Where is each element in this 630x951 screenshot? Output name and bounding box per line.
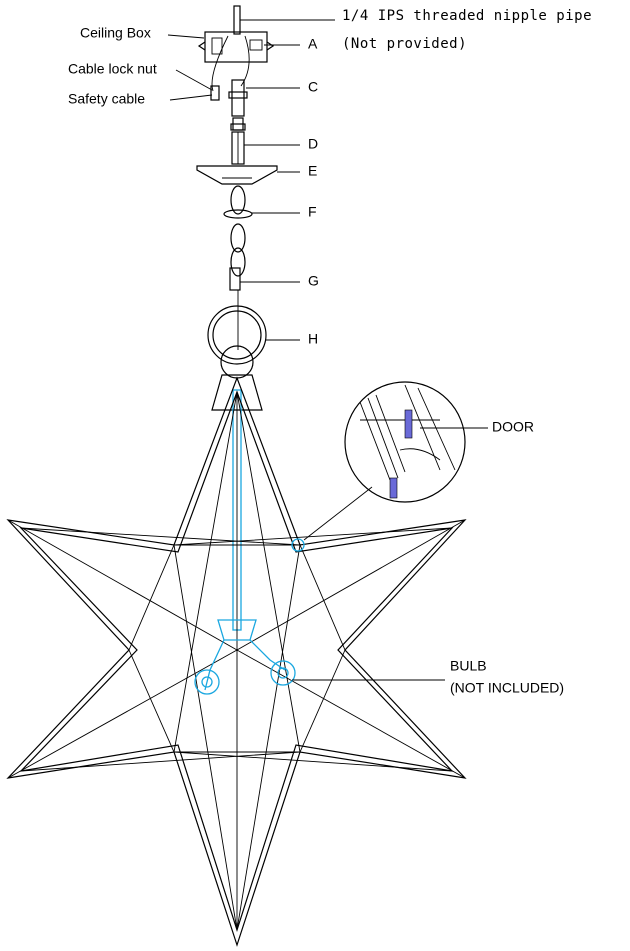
part-label: G (308, 273, 319, 289)
pipe-note: 1/4 IPS threaded nipple pipe (342, 8, 592, 24)
left-label: Ceiling Box (80, 25, 151, 41)
pipe-note: (Not provided) (342, 36, 467, 52)
part-label: C (308, 79, 318, 95)
diagram: 1/4 IPS threaded nipple pipe (Not provid… (0, 0, 630, 951)
left-label: Cable lock nut (68, 61, 157, 77)
bulb-label: BULB (450, 658, 487, 674)
part-label: D (308, 136, 318, 152)
part-label: F (308, 204, 317, 220)
door-detail (304, 382, 488, 540)
part-label: A (308, 36, 318, 52)
part-label: H (308, 331, 318, 347)
door-label: DOOR (492, 419, 534, 435)
leaders (168, 20, 445, 680)
part-label: E (308, 163, 317, 179)
left-label: Safety cable (68, 91, 145, 107)
star-frame (8, 378, 465, 945)
bulb-label: (NOT INCLUDED) (450, 680, 564, 696)
bulbs (195, 539, 304, 694)
